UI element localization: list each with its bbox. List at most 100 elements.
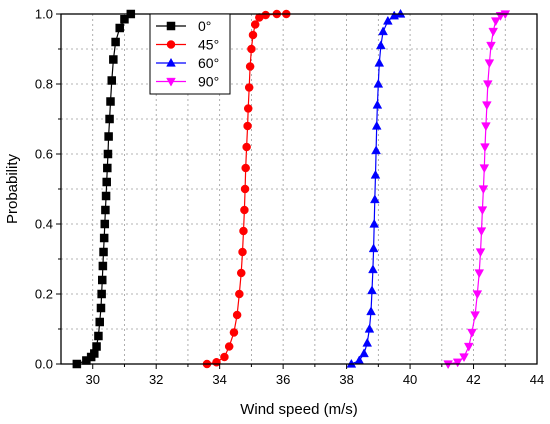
data-point-square [99, 233, 109, 243]
data-point-square [97, 289, 106, 299]
data-point-circle [261, 10, 270, 20]
data-point-triangle-up [362, 337, 373, 347]
data-point-circle [242, 142, 251, 152]
data-point-triangle-down [490, 17, 501, 27]
data-point-circle [247, 44, 256, 54]
data-point-triangle-up [368, 264, 378, 274]
data-point-square [107, 76, 117, 85]
data-point-triangle-down [463, 342, 474, 352]
data-point-triangle-down [476, 227, 487, 237]
data-point-triangle-up [166, 57, 176, 67]
data-point-square [111, 37, 120, 47]
data-point-triangle-down [452, 358, 463, 368]
data-point-square [101, 191, 111, 201]
data-point-triangle-down [484, 59, 495, 69]
data-point-triangle-up [373, 78, 384, 88]
y-tick-label: 1.0 [35, 7, 53, 22]
x-tick-label: 40 [403, 372, 417, 387]
legend-item: 60° [156, 55, 219, 71]
x-tick-label: 42 [466, 372, 480, 387]
y-tick-label: 0.0 [35, 357, 53, 372]
data-point-triangle-up [369, 218, 380, 228]
data-point-square [103, 149, 113, 159]
data-point-triangle-up [368, 243, 379, 253]
data-point-triangle-up [359, 348, 369, 358]
y-tick-label: 0.4 [35, 217, 53, 232]
data-point-triangle-down [472, 290, 483, 300]
y-tick-label: 0.8 [35, 77, 53, 92]
legend: 0° 45° 60° 90° [149, 13, 231, 95]
legend-item: 45° [156, 37, 219, 53]
x-tick-label: 44 [530, 372, 544, 387]
data-point-square [115, 23, 124, 33]
data-point-square [166, 21, 176, 31]
series-layer [72, 8, 511, 370]
data-point-circle [243, 104, 253, 113]
data-point-circle [235, 289, 244, 299]
data-point-circle [243, 121, 252, 131]
data-point-square [95, 317, 104, 327]
data-point-triangle-up [367, 285, 377, 295]
data-point-square [106, 97, 115, 106]
legend-item: 0° [156, 18, 211, 34]
data-point-square [99, 247, 108, 257]
data-point-square [103, 163, 112, 173]
series-2 [346, 8, 406, 368]
data-point-triangle-up [383, 15, 393, 25]
x-tick-label: 32 [149, 372, 163, 387]
data-point-square [100, 219, 110, 229]
data-point-triangle-down [488, 27, 499, 37]
data-point-circle [248, 30, 258, 40]
data-point-square [105, 114, 114, 124]
x-axis-label: Wind speed (m/s) [240, 401, 358, 418]
series-3 [443, 10, 511, 370]
x-tick-label: 38 [339, 372, 353, 387]
data-point-square [94, 331, 103, 341]
data-point-triangle-down [479, 164, 490, 174]
data-point-circle [240, 205, 249, 215]
data-point-triangle-down [481, 122, 491, 132]
legend-box [149, 13, 231, 95]
data-point-circle [240, 184, 250, 194]
data-point-square [96, 303, 106, 313]
data-point-square [92, 342, 101, 351]
data-point-triangle-down [480, 143, 490, 153]
legend-label: 60° [198, 55, 219, 71]
y-axis-label: Probability [4, 153, 21, 224]
data-point-circle [241, 163, 250, 173]
data-point-triangle-up [371, 120, 382, 130]
data-point-circle [244, 83, 254, 92]
series-line [351, 13, 401, 365]
data-point-triangle-down [475, 248, 486, 258]
y-tick-label: 0.2 [35, 287, 53, 302]
data-point-triangle-down [478, 185, 489, 195]
data-point-circle [232, 310, 242, 320]
data-point-square [102, 177, 111, 187]
data-point-triangle-up [374, 57, 385, 67]
series-1 [202, 9, 291, 369]
data-point-circle [166, 40, 176, 49]
legend-label: 0° [198, 18, 211, 34]
data-point-triangle-down [486, 41, 496, 51]
data-point-circle [220, 352, 229, 362]
grid-lines [61, 14, 537, 364]
data-point-triangle-down [482, 101, 492, 111]
data-point-triangle-up [376, 40, 386, 50]
data-point-triangle-down [166, 77, 176, 87]
data-point-triangle-up [370, 194, 380, 204]
data-point-circle [245, 62, 255, 71]
data-point-triangle-up [370, 169, 381, 179]
data-point-square [120, 15, 129, 24]
x-tick-label: 34 [212, 372, 226, 387]
data-point-triangle-up [364, 323, 375, 333]
data-point-triangle-down [470, 311, 480, 321]
data-point-triangle-down [474, 269, 485, 279]
data-point-triangle-down [482, 80, 493, 90]
legend-item: 90° [156, 74, 219, 90]
data-point-circle [238, 247, 247, 257]
data-point-triangle-down [477, 206, 488, 216]
data-point-circle [239, 226, 248, 236]
legend-label: 90° [198, 74, 219, 90]
data-point-square [104, 132, 113, 141]
